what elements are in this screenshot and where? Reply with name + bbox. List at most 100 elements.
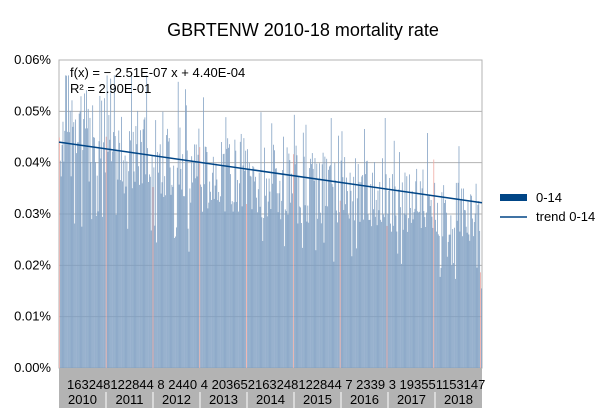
- bar: [375, 199, 377, 368]
- legend-label-trend: trend 0-14: [536, 209, 595, 224]
- bar: [102, 216, 103, 368]
- bar: [454, 227, 455, 368]
- bar: [319, 163, 320, 368]
- bar: [304, 205, 306, 368]
- bar: [284, 246, 285, 368]
- bar: [183, 196, 184, 368]
- bar: [275, 168, 277, 368]
- bar: [350, 190, 352, 368]
- bar: [415, 181, 417, 368]
- bar: [140, 130, 141, 368]
- bar: [305, 124, 307, 368]
- bar: [248, 162, 250, 368]
- bar: [239, 141, 241, 368]
- bar: [262, 240, 264, 368]
- bar: [129, 131, 130, 368]
- bar: [80, 96, 82, 369]
- bar: [386, 225, 388, 368]
- bar: [118, 130, 120, 368]
- bar: [261, 217, 263, 368]
- bar: [112, 151, 113, 368]
- bar: [434, 182, 436, 368]
- bar: [435, 219, 436, 368]
- bar: [428, 195, 430, 368]
- bar: [331, 184, 333, 368]
- bar: [93, 137, 94, 368]
- bar: [66, 75, 67, 369]
- bar: [336, 210, 337, 368]
- bar: [208, 202, 210, 368]
- y-axis: 0.00% 0.01% 0.02% 0.03% 0.04% 0.05% 0.06%: [14, 52, 51, 375]
- bar: [373, 209, 374, 368]
- y-tick-label: 0.06%: [14, 52, 51, 67]
- x-year-label: 2013: [209, 392, 238, 407]
- bar: [284, 209, 286, 368]
- bar: [176, 227, 177, 368]
- bar: [396, 231, 398, 368]
- bar: [392, 174, 393, 368]
- bar: [296, 155, 298, 368]
- bar: [220, 196, 221, 368]
- bar: [311, 164, 312, 368]
- bar: [309, 168, 310, 368]
- bar: [182, 154, 184, 368]
- y-tick-label: 0.00%: [14, 360, 51, 375]
- bar: [89, 117, 91, 368]
- bar: [429, 206, 431, 368]
- bar: [171, 184, 173, 368]
- bar: [431, 216, 433, 368]
- bar: [436, 231, 437, 368]
- bar: [194, 178, 196, 368]
- bar: [211, 199, 212, 368]
- bar: [293, 114, 295, 368]
- bar: [217, 200, 219, 368]
- bar: [110, 78, 112, 369]
- bar: [339, 200, 341, 368]
- bar: [78, 113, 80, 368]
- bar: [280, 219, 282, 368]
- bar: [335, 180, 337, 368]
- bar: [209, 181, 211, 368]
- bar: [264, 147, 265, 368]
- bar: [302, 132, 304, 368]
- bar: [338, 135, 339, 368]
- bar: [122, 181, 123, 368]
- bar: [202, 211, 203, 368]
- bar: [356, 248, 357, 368]
- bar: [349, 172, 351, 368]
- bar: [361, 176, 363, 368]
- bar: [273, 144, 274, 368]
- bar: [401, 182, 403, 368]
- bar: [345, 204, 346, 368]
- bar: [138, 166, 139, 368]
- bar: [325, 205, 327, 368]
- bar: [255, 176, 256, 368]
- bar: [464, 209, 465, 368]
- bar: [401, 263, 402, 368]
- bar: [169, 167, 171, 368]
- bar: [203, 184, 205, 368]
- x-axis-band: [59, 368, 482, 408]
- bar: [344, 157, 346, 368]
- bar: [329, 165, 331, 368]
- bar: [266, 216, 268, 368]
- bar: [378, 210, 380, 368]
- bar: [302, 247, 303, 368]
- bar: [313, 180, 315, 368]
- bar: [289, 160, 291, 368]
- bar: [343, 209, 345, 368]
- bar: [94, 137, 95, 368]
- bar: [263, 217, 265, 368]
- bar: [275, 168, 276, 368]
- bar: [480, 272, 481, 368]
- bar: [398, 189, 400, 368]
- bar: [461, 188, 463, 368]
- bar: [227, 138, 229, 368]
- bar: [292, 193, 293, 368]
- bar: [170, 194, 172, 368]
- x-year-label: 2014: [256, 392, 285, 407]
- bar: [269, 191, 271, 368]
- bar: [362, 174, 364, 368]
- bar: [381, 221, 382, 368]
- bar: [371, 226, 373, 368]
